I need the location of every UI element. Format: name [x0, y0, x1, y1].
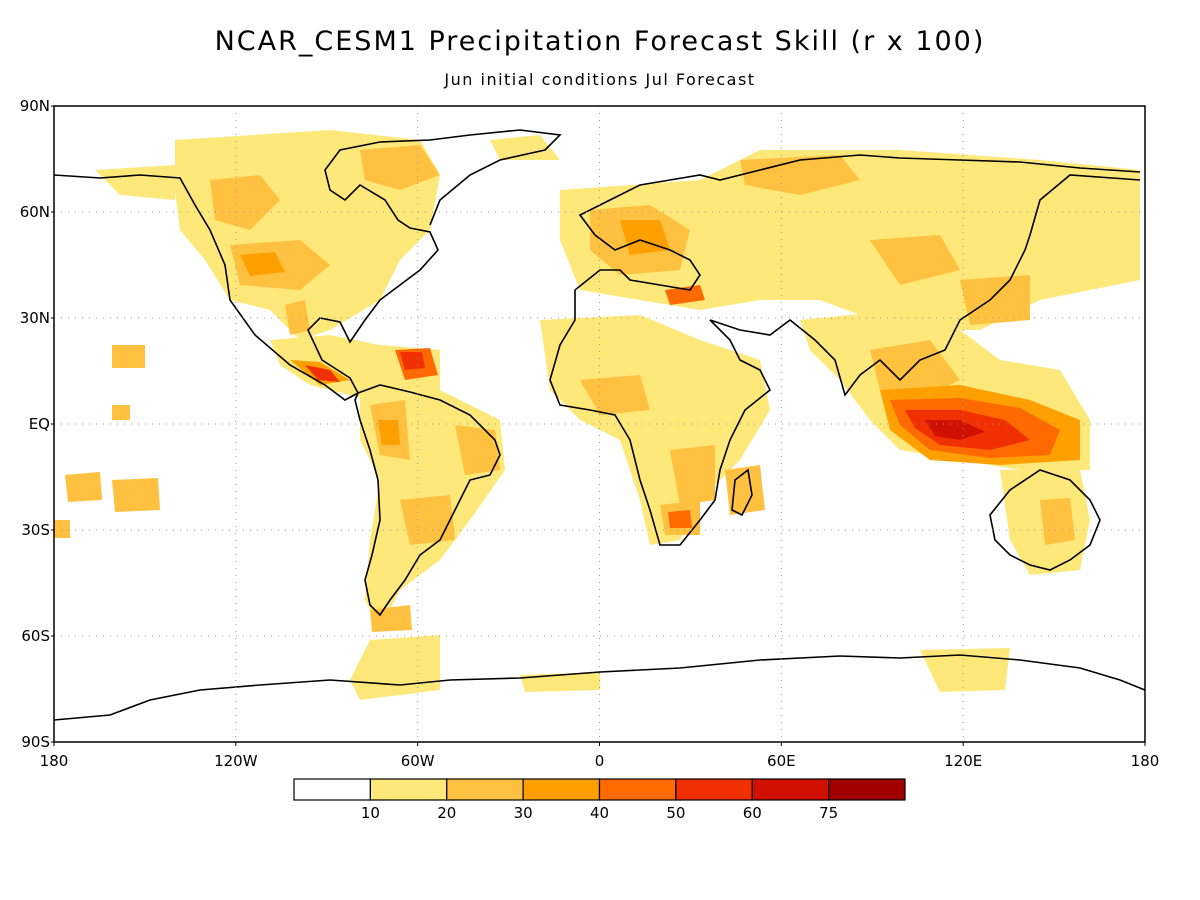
colorbar-label: 20: [437, 804, 456, 822]
colorbar-labels: 10 20 30 40 50 60 75: [361, 804, 838, 822]
skill-patch: [95, 165, 175, 200]
skill-patch: [870, 340, 960, 400]
colorbar-swatch: [828, 778, 906, 801]
colorbar: [293, 778, 906, 801]
skill-patch: [65, 472, 102, 502]
skill-patch: [112, 345, 145, 368]
colorbar-swatch: [293, 778, 371, 801]
lon-tick-label: 120W: [214, 752, 258, 770]
coastline-antarctica: [54, 654, 1145, 721]
lon-tick-label: 0: [595, 752, 605, 770]
skill-patch: [960, 275, 1030, 325]
coastline-layer: [54, 129, 1145, 721]
colorbar-swatch: [446, 778, 524, 801]
lon-tick-label: 60E: [767, 752, 796, 770]
skill-patch: [240, 252, 285, 276]
skill-patch: [112, 405, 130, 420]
skill-patch: [925, 420, 985, 440]
coastline-africa-eurasia: [549, 154, 1141, 546]
lat-tick-label: 60S: [21, 627, 50, 645]
skill-patch: [378, 420, 400, 445]
colorbar-swatch: [598, 778, 677, 801]
lon-tick-label: 120E: [944, 752, 982, 770]
skill-patch: [665, 285, 705, 305]
skill-patch: [210, 175, 280, 230]
lon-tick-label: 60W: [401, 752, 435, 770]
colorbar-label: 60: [743, 804, 762, 822]
skill-patch: [112, 478, 160, 512]
gridlines: [54, 106, 1145, 742]
lat-tick-label: EQ: [29, 415, 50, 433]
colorbar-label: 40: [590, 804, 609, 822]
skill-patch: [285, 300, 310, 335]
skill-patch: [360, 145, 440, 190]
skill-shading-layer: [54, 130, 1140, 700]
lat-tick-label: 90N: [20, 97, 50, 115]
colorbar-swatch: [369, 778, 448, 801]
skill-patch: [305, 365, 340, 382]
skill-patch: [725, 465, 765, 515]
coastline-north-america: [54, 129, 562, 401]
skill-patch: [920, 648, 1010, 692]
longitude-tick-labels: 180 120W 60W 0 60E 120E 180: [40, 742, 1160, 770]
colorbar-label: 50: [666, 804, 685, 822]
skill-patch: [668, 510, 692, 528]
lat-tick-label: 30N: [20, 309, 50, 327]
colorbar-label: 75: [819, 804, 838, 822]
coastline-australia: [989, 469, 1101, 571]
colorbar-swatch: [522, 778, 601, 801]
skill-patch: [400, 495, 455, 545]
latitude-tick-labels: 90N 60N 30N EQ 30S 60S 90S: [20, 97, 54, 751]
skill-patch: [1040, 498, 1075, 545]
skill-patch: [370, 605, 412, 632]
skill-patch: [740, 155, 860, 195]
skill-patch: [400, 352, 425, 370]
colorbar-label: 30: [514, 804, 533, 822]
colorbar-label: 10: [361, 804, 380, 822]
skill-patch: [54, 520, 70, 538]
lat-tick-label: 60N: [20, 203, 50, 221]
skill-patch: [350, 635, 440, 700]
coastline-south-america: [354, 384, 501, 617]
skill-patch: [455, 425, 500, 475]
skill-patch: [670, 445, 715, 505]
lat-tick-label: 90S: [21, 733, 50, 751]
lon-tick-label: 180: [1131, 752, 1160, 770]
skill-patch: [580, 375, 650, 415]
lon-tick-label: 180: [40, 752, 69, 770]
chart-subtitle: Jun initial conditions Jul Forecast: [444, 70, 756, 89]
lat-tick-label: 30S: [21, 521, 50, 539]
colorbar-swatch: [675, 778, 753, 801]
colorbar-swatch: [751, 778, 830, 801]
chart-title: NCAR_CESM1 Precipitation Forecast Skill …: [214, 26, 986, 57]
coastline-madagascar: [731, 468, 753, 517]
skill-patch: [870, 235, 960, 285]
skill-patch: [490, 135, 560, 160]
